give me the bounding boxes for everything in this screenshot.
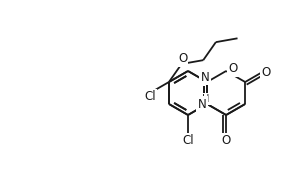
Text: O: O	[178, 52, 187, 65]
Text: N: N	[198, 97, 207, 111]
Text: H: H	[202, 94, 210, 104]
Text: O: O	[221, 134, 231, 147]
Text: Cl: Cl	[144, 90, 156, 103]
Text: N: N	[201, 70, 209, 84]
Text: O: O	[229, 63, 238, 75]
Text: O: O	[262, 66, 271, 79]
Text: Cl: Cl	[182, 134, 194, 147]
